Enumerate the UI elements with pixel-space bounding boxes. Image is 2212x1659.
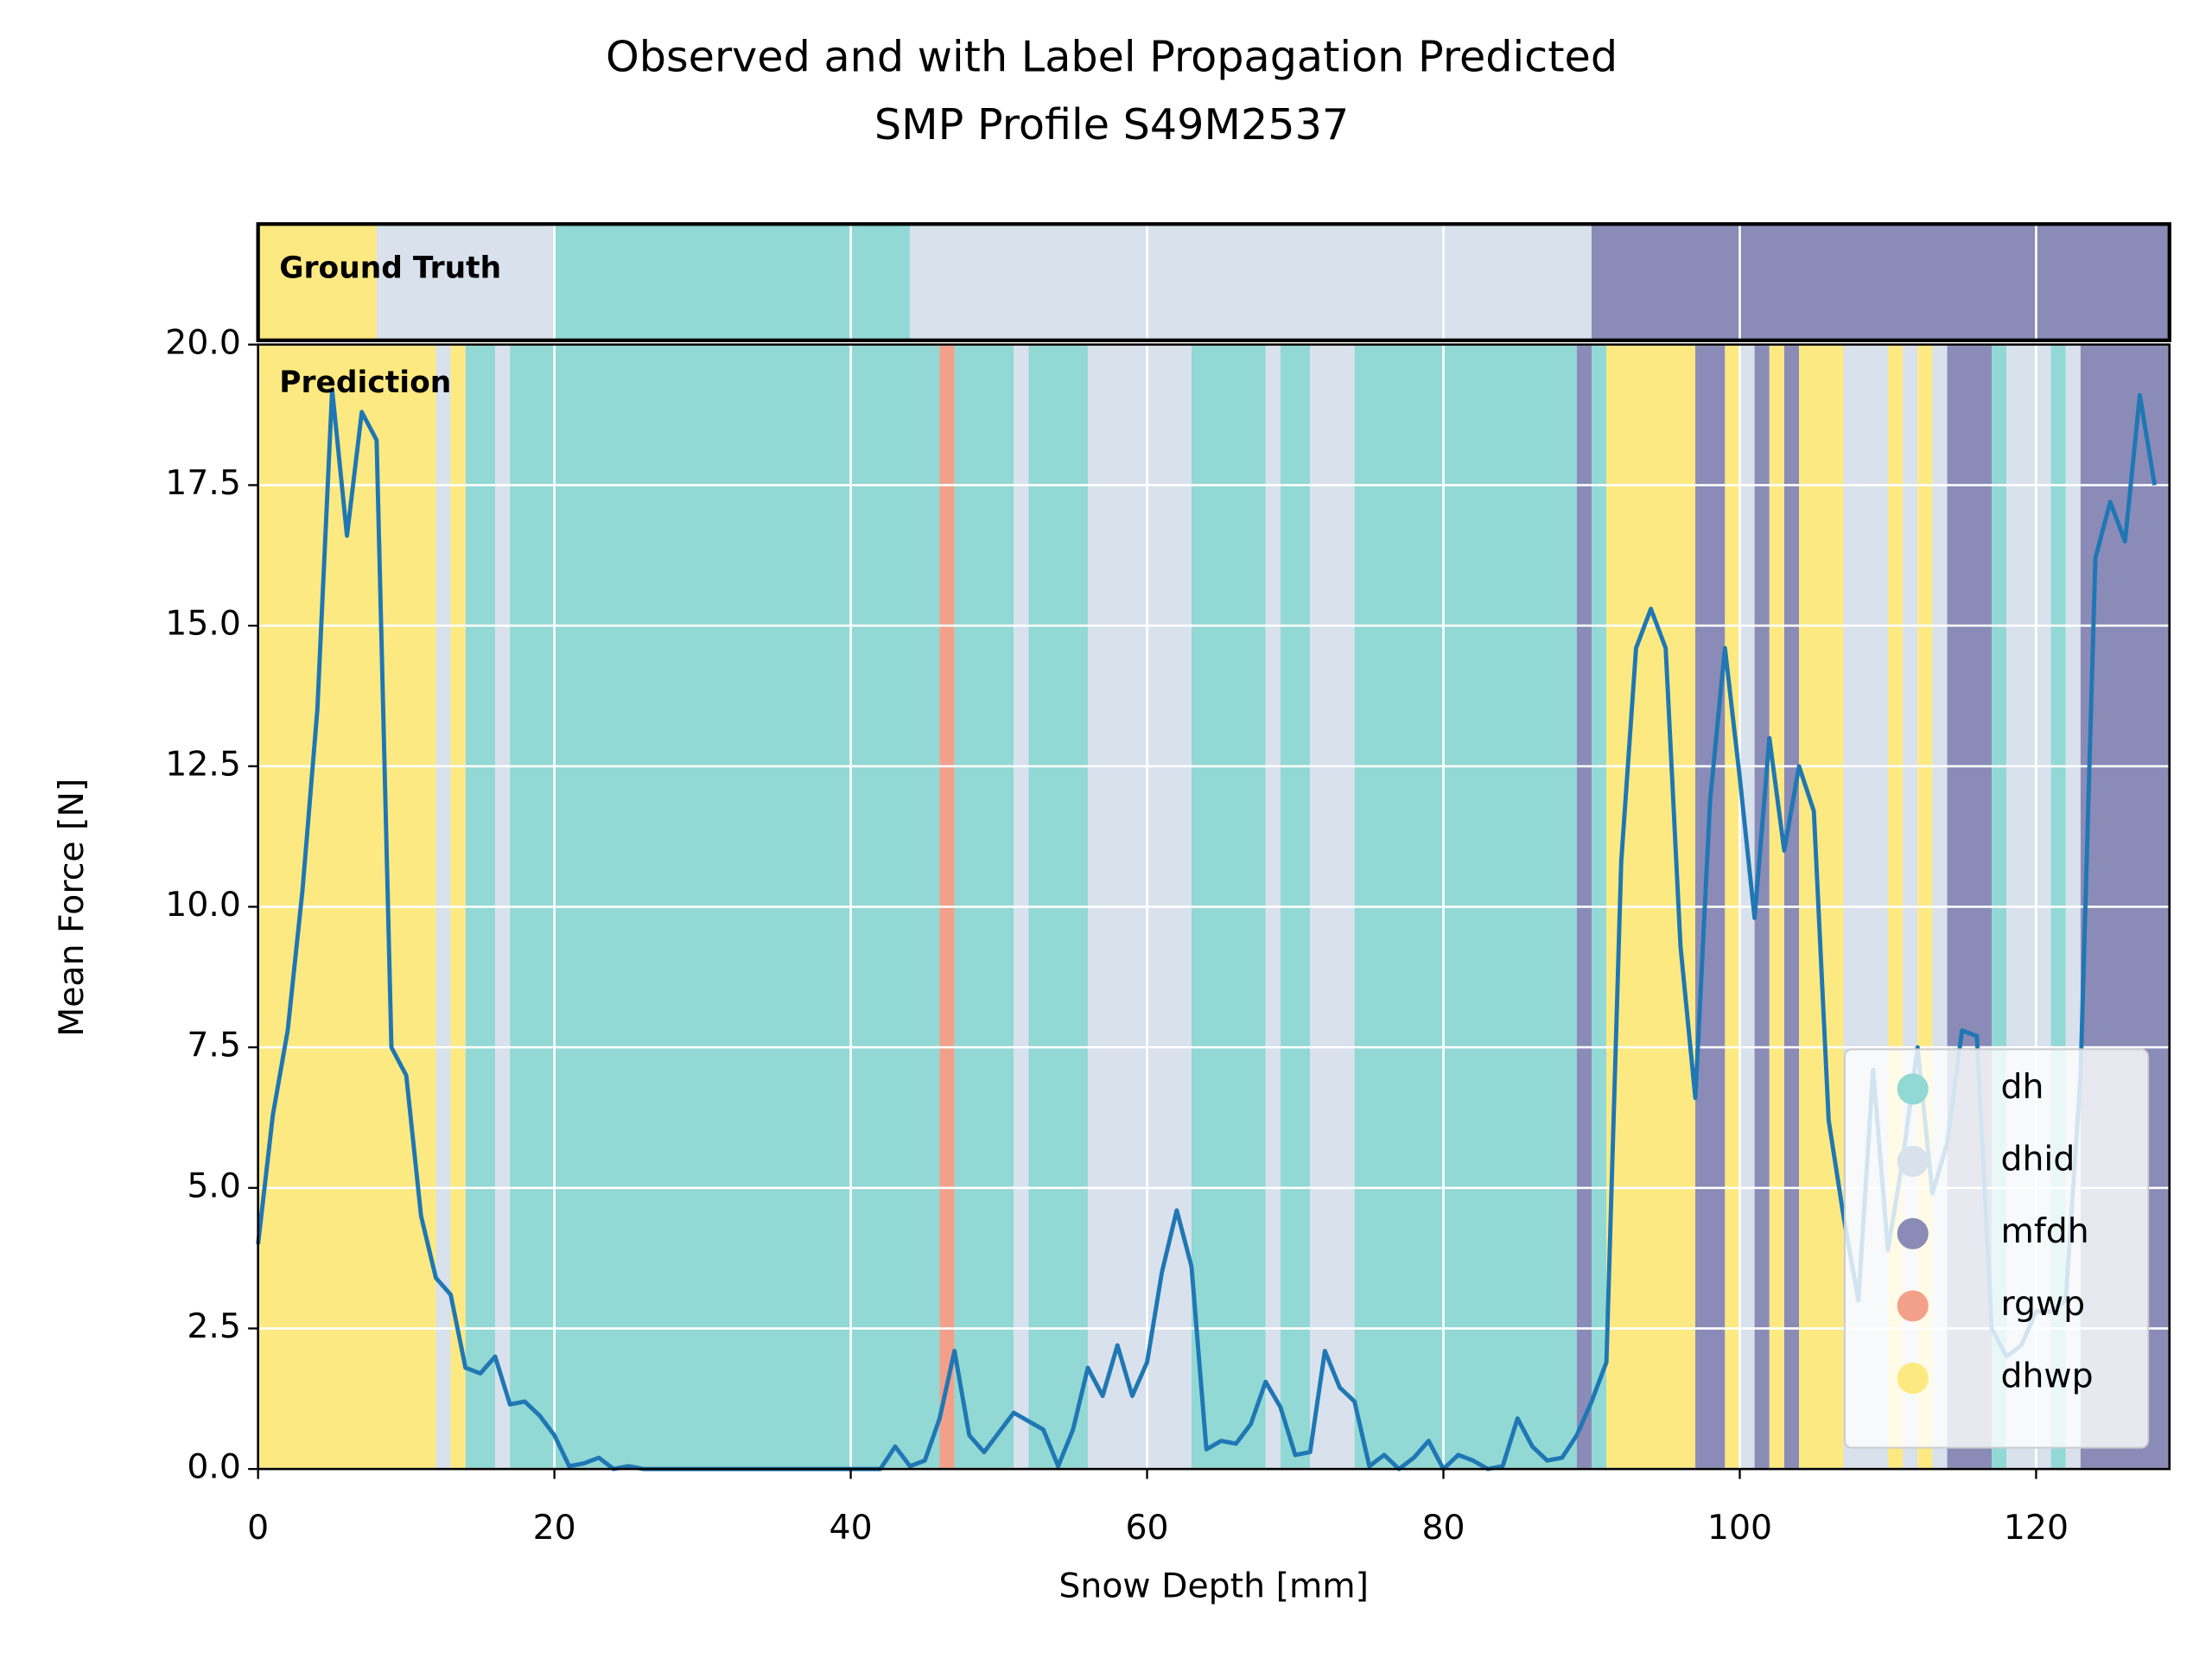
legend-marker (1897, 1217, 1929, 1249)
x-tick-label: 20 (533, 1508, 576, 1548)
y-tick-label: 17.5 (165, 463, 241, 503)
legend-marker (1897, 1290, 1929, 1322)
legend-marker (1897, 1073, 1929, 1105)
legend-marker (1897, 1363, 1929, 1395)
y-tick-label: 5.0 (187, 1166, 241, 1205)
data-line (256, 387, 2158, 1471)
x-tick-label: 120 (2004, 1508, 2069, 1548)
y-tick-label: 20.0 (165, 322, 241, 362)
ground_truth-span (376, 224, 555, 340)
legend: dh dhid mfdh rgwp dhwp (1843, 1048, 2150, 1449)
ground_truth-span (910, 224, 1592, 340)
y-tick-label: 15.0 (165, 604, 241, 644)
x-tick-label: 0 (247, 1508, 269, 1548)
chart-subtitle: SMP Profile S49M2537 (874, 99, 1349, 149)
y-axis-label: Mean Force [N] (52, 779, 92, 1037)
legend-label: dhwp (2000, 1357, 2093, 1396)
ground_truth-span (257, 224, 377, 340)
ground_truth-span (554, 224, 911, 340)
strip-label: Prediction (279, 365, 451, 400)
legend-label: dhid (2000, 1140, 2075, 1179)
legend-label: rgwp (2000, 1284, 2085, 1324)
strip-frame (256, 222, 2171, 342)
x-axis-label: Snow Depth [mm] (1058, 1566, 1369, 1605)
axes: 0 20 40 60 80 100 120 0.0 2.5 5.0 7.5 10.0 12.5 15.0 1… (165, 222, 2171, 1548)
legend-label: dh (2000, 1067, 2044, 1107)
x-tick-label: 40 (830, 1508, 873, 1548)
y-tick-label: 10.0 (165, 885, 241, 925)
x-tick-label: 80 (1421, 1508, 1465, 1548)
y-tick-label: 12.5 (165, 744, 241, 784)
x-tick-label: 60 (1125, 1508, 1168, 1548)
legend-marker (1897, 1145, 1929, 1178)
x-tick-label: 100 (1707, 1508, 1772, 1548)
legend-box (1843, 1048, 2150, 1449)
plot-frame (257, 343, 2171, 1471)
y-tick-label: 7.5 (187, 1026, 241, 1065)
legend-label: mfdh (2000, 1211, 2088, 1251)
chart-title: Observed and with Label Propagation Pred… (606, 31, 1618, 81)
y-tick-label: 2.5 (187, 1306, 241, 1346)
y-tick-label: 0.0 (187, 1447, 241, 1487)
ground_truth-span (1591, 224, 2170, 340)
strip-label: Ground Truth (279, 251, 501, 285)
lines (256, 387, 2158, 1471)
